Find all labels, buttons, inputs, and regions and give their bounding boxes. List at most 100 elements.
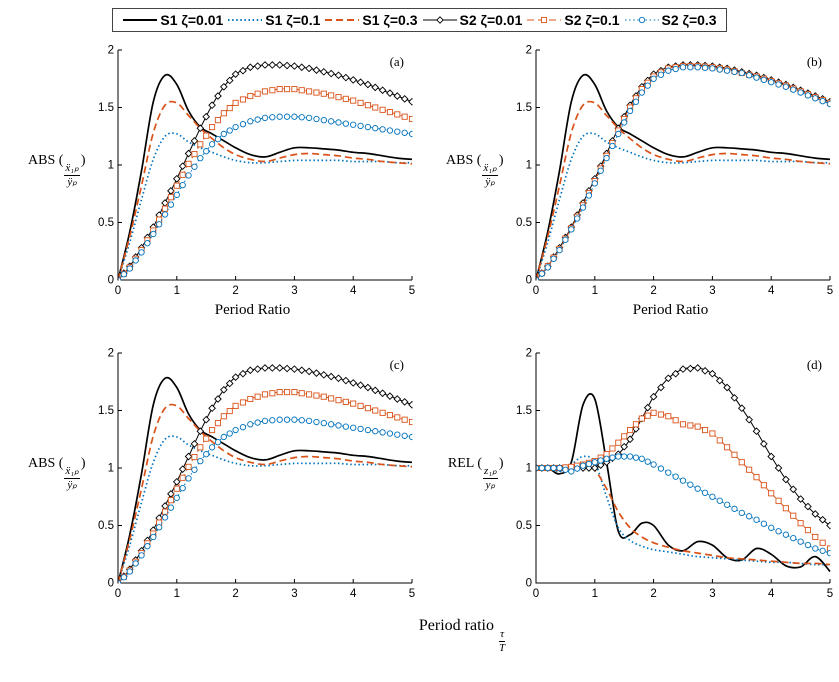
fraction-denominator: ÿₚ [67, 479, 77, 491]
svg-text:0.5: 0.5 [516, 217, 532, 229]
svg-text:2: 2 [232, 285, 238, 297]
svg-text:5: 5 [826, 588, 832, 600]
svg-text:0: 0 [525, 578, 531, 590]
svg-text:2: 2 [525, 348, 531, 360]
svg-text:2: 2 [232, 588, 238, 600]
subplot-d: REL (z₁ₚ yₚ) 0 1 2 3 4 5 0 0.5 1 1.5 2 (d) [420, 345, 838, 603]
svg-text:3: 3 [709, 588, 715, 600]
fraction-denominator: T [498, 641, 506, 654]
legend: S1 ζ=0.01 S1 ζ=0.1 S1 ζ=0.3 S2 ζ=0.01 S2… [112, 8, 727, 32]
svg-text:1: 1 [591, 588, 597, 600]
svg-text:1: 1 [525, 160, 531, 172]
svg-text:1.5: 1.5 [98, 102, 114, 114]
legend-item: S1 ζ=0.01 [122, 12, 223, 28]
svg-text:5: 5 [408, 588, 414, 600]
subplot-d-plot: 0 1 2 3 4 5 0 0.5 1 1.5 2 (d) [516, 348, 833, 601]
fraction-denominator: yₚ [485, 479, 496, 491]
legend-item: S1 ζ=0.1 [227, 12, 320, 28]
svg-text:2: 2 [650, 588, 656, 600]
subplot-a-xlabel: Period Ratio [214, 302, 291, 318]
svg-text:3: 3 [709, 285, 715, 297]
fraction-denominator: ÿₚ [67, 176, 77, 188]
legend-item: S1 ζ=0.3 [324, 12, 418, 28]
legend-line-sample [527, 16, 562, 24]
fraction-numerator: z₁ₚ [483, 465, 498, 479]
subplot-d-ylabel: REL (z₁ₚ yₚ) [420, 456, 506, 491]
subplot-c-ylabel: ABS (ẍ₁ₚ ÿₚ) [2, 456, 88, 491]
fraction-numerator: ẍ₁ₚ [482, 162, 498, 176]
svg-text:1.5: 1.5 [98, 405, 114, 417]
svg-text:(a): (a) [389, 54, 403, 69]
ylabel-fraction: ẍ₁ₚ ÿₚ [482, 162, 498, 188]
svg-text:5: 5 [408, 285, 414, 297]
svg-text:2: 2 [107, 348, 113, 360]
legend-line-sample [325, 19, 360, 21]
figure-xlabel-text: Period ratio [418, 617, 494, 634]
svg-text:0.5: 0.5 [98, 217, 114, 229]
subplot-a: ABS (ẍ₁ₚ ÿₚ) 0 1 2 3 4 5 0 0.5 1 1.5 2 (a) Period Ra… [2, 42, 420, 319]
svg-text:0.5: 0.5 [98, 520, 114, 532]
svg-text:1.5: 1.5 [516, 102, 532, 114]
svg-text:1: 1 [525, 463, 531, 475]
fraction-denominator: ÿₚ [485, 176, 495, 188]
legend-label: S2 ζ=0.3 [661, 12, 717, 28]
legend-item: S2 ζ=0.1 [526, 12, 620, 28]
ylabel-suffix: ) [498, 456, 504, 472]
legend-item: S2 ζ=0.01 [422, 12, 523, 28]
svg-text:3: 3 [291, 588, 297, 600]
legend-line-sample [228, 19, 263, 21]
svg-text:0: 0 [532, 285, 538, 297]
svg-text:0: 0 [114, 285, 120, 297]
svg-text:0: 0 [107, 275, 113, 287]
ylabel-fraction: ẍ₁ₚ ÿₚ [64, 162, 80, 188]
subplot-b-plot: 0 1 2 3 4 5 0 0.5 1 1.5 2 (b) [516, 45, 833, 298]
svg-text:3: 3 [291, 285, 297, 297]
legend-label: S1 ζ=0.01 [160, 12, 224, 28]
svg-text:4: 4 [349, 588, 356, 600]
svg-text:2: 2 [107, 45, 113, 57]
svg-text:0: 0 [107, 578, 113, 590]
subplot-grid: ABS (ẍ₁ₚ ÿₚ) 0 1 2 3 4 5 0 0.5 1 1.5 2 (a) Period Ra… [0, 42, 839, 603]
subplot-c-plot: 0 1 2 3 4 5 0 0.5 1 1.5 2 (c) [98, 348, 415, 601]
fraction-numerator: ẍ₁ₚ [64, 465, 80, 479]
ylabel-fraction: z₁ₚ yₚ [483, 465, 498, 491]
svg-text:1.5: 1.5 [516, 405, 532, 417]
svg-text:0: 0 [114, 588, 120, 600]
svg-text:1: 1 [107, 463, 113, 475]
svg-text:0: 0 [525, 275, 531, 287]
svg-text:4: 4 [767, 588, 774, 600]
ylabel-suffix: ) [498, 153, 504, 169]
svg-text:1: 1 [173, 588, 179, 600]
svg-text:4: 4 [349, 285, 356, 297]
svg-text:5: 5 [826, 285, 832, 297]
svg-text:1: 1 [173, 285, 179, 297]
legend-item: S2 ζ=0.3 [624, 12, 717, 28]
svg-text:0: 0 [532, 588, 538, 600]
legend-label: S1 ζ=0.3 [362, 12, 418, 28]
subplot-a-plot: 0 1 2 3 4 5 0 0.5 1 1.5 2 (a) [98, 45, 415, 298]
ylabel-prefix: REL ( [447, 456, 482, 472]
ylabel-prefix: ABS ( [446, 153, 482, 169]
ylabel-suffix: ) [80, 153, 86, 169]
legend-line-sample [422, 16, 457, 24]
subplot-b-ylabel: ABS (ẍ₁ₚ ÿₚ) [420, 153, 506, 188]
svg-text:1: 1 [107, 160, 113, 172]
ylabel-prefix: ABS ( [28, 456, 64, 472]
legend-label: S2 ζ=0.01 [459, 12, 523, 28]
svg-text:2: 2 [525, 45, 531, 57]
fraction-numerator: ẍ₁ₚ [64, 162, 80, 176]
legend-label: S1 ζ=0.1 [265, 12, 321, 28]
subplot-a-ylabel: ABS (ẍ₁ₚ ÿₚ) [2, 153, 88, 188]
ylabel-prefix: ABS ( [28, 153, 64, 169]
svg-text:(c): (c) [389, 357, 403, 372]
legend-line-sample [624, 16, 659, 24]
legend-line-sample [123, 19, 158, 21]
svg-text:(d): (d) [806, 357, 821, 372]
fraction-numerator: τ [499, 628, 506, 642]
ylabel-fraction: ẍ₁ₚ ÿₚ [64, 465, 80, 491]
legend-label: S2 ζ=0.1 [564, 12, 620, 28]
subplot-b-xlabel: Period Ratio [632, 302, 709, 318]
